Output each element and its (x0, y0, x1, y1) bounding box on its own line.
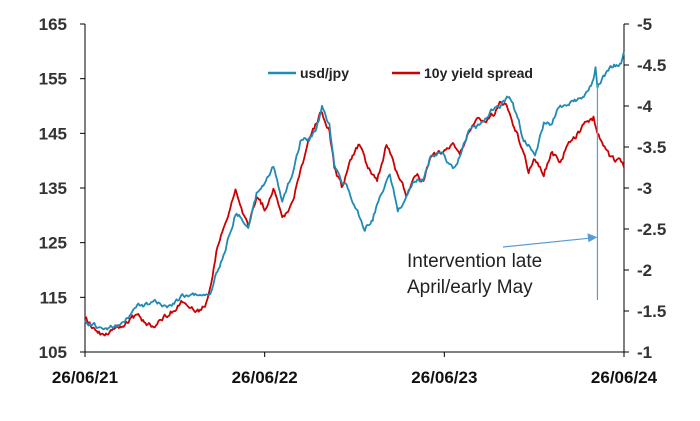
y-right-tick-label: -4.5 (637, 56, 666, 75)
legend-label-usdjpy: usd/jpy (300, 65, 349, 81)
y-right-tick-label: -2 (637, 261, 652, 280)
y-left-tick-label: 115 (40, 288, 67, 307)
legend: usd/jpy 10y yield spread (268, 65, 533, 81)
x-tick-label: 26/06/22 (232, 368, 298, 387)
series-line-usdjpy (84, 51, 625, 331)
y-right-tick-label: -3.5 (637, 138, 666, 157)
y-left-tick-label: 105 (39, 343, 67, 362)
x-tick-label: 26/06/21 (52, 368, 118, 387)
intervention-annotation-line: April/early May (407, 277, 533, 298)
axes-layer: 105 115 125 135 145 155 165 -1 -1.5 -2 -2.5 -3 -3.5 -… (39, 15, 667, 387)
y-right-tick-label: -3 (637, 179, 652, 198)
intervention-arrow-shaft (502, 237, 590, 248)
x-tick-label: 26/06/23 (411, 368, 477, 387)
y-left-tick-label: 125 (39, 234, 67, 253)
y-left-tick-label: 135 (39, 179, 67, 198)
y-right-tick-label: -2.5 (637, 220, 666, 239)
intervention-annotation-line: Intervention late (407, 251, 542, 272)
x-tick-label: 26/06/24 (591, 368, 658, 387)
y-right-tick-label: -5 (637, 15, 652, 34)
legend-label-yield-spread: 10y yield spread (424, 65, 533, 81)
y-right-tick-label: -1.5 (637, 302, 666, 321)
annotation-layer: Intervention late April/early May (407, 84, 599, 300)
intervention-arrow-head (587, 233, 598, 243)
y-right-tick-label: -1 (637, 343, 652, 362)
y-left-tick-label: 145 (39, 124, 67, 143)
series-layer (84, 51, 625, 337)
y-left-tick-label: 155 (39, 70, 67, 89)
series-line-yield-spread (84, 100, 625, 337)
y-right-tick-label: -4 (637, 97, 653, 116)
y-left-tick-label: 165 (39, 15, 67, 34)
